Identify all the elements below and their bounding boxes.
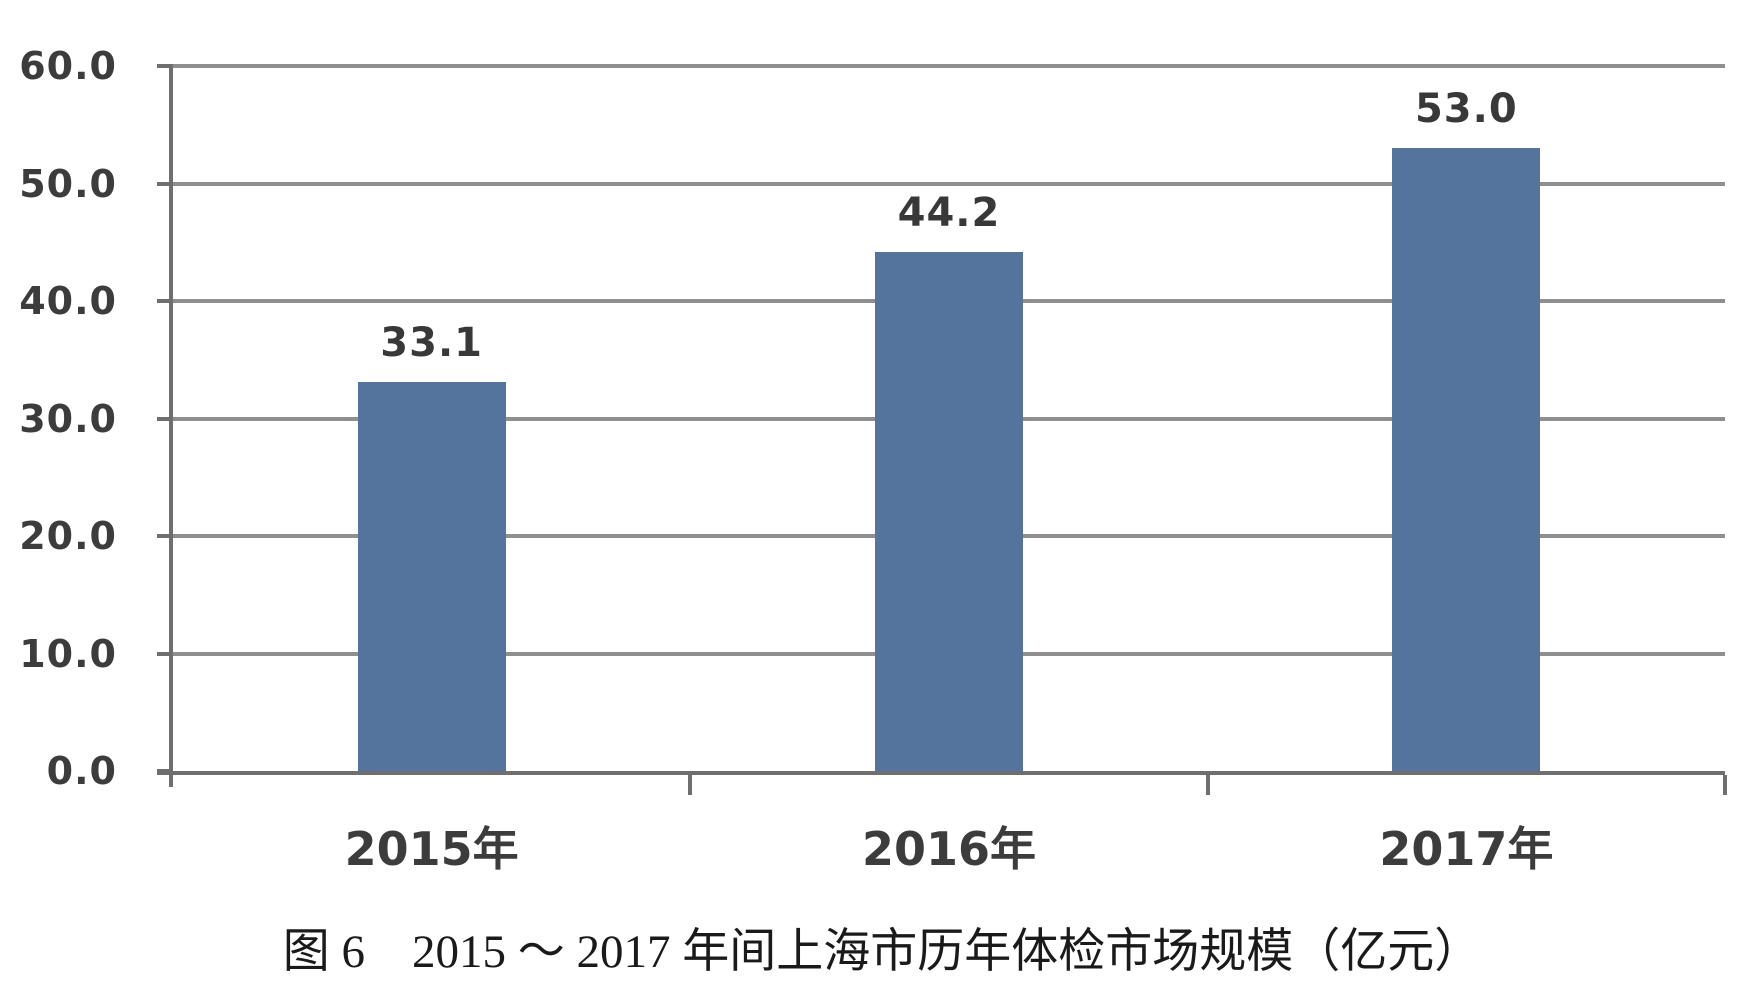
y-tick-0.0: [157, 769, 173, 773]
gridline-60.0: [173, 64, 1725, 68]
figure-caption: 图 6 2015 ～ 2017 年间上海市历年体检市场规模（亿元）: [282, 926, 1482, 978]
x-axis-line: [157, 771, 1725, 775]
y-axis-line: [169, 66, 173, 787]
y-tick-40.0: [157, 299, 173, 303]
x-tick: [688, 775, 693, 795]
y-axis-label: 30.0: [19, 396, 117, 441]
y-tick-60.0: [157, 64, 173, 68]
bar-value-label: 44.2: [897, 190, 1001, 236]
bar-2015年: [357, 382, 506, 771]
bar-2017年: [1392, 148, 1541, 771]
x-tick: [1205, 775, 1210, 795]
x-axis-label: 2017年: [1379, 822, 1554, 876]
y-axis-label: 20.0: [19, 514, 117, 558]
bar-value-label: 33.1: [380, 320, 483, 366]
y-axis-label: 0.0: [46, 749, 117, 793]
x-tick: [1723, 775, 1727, 795]
x-axis-label: 2015年: [344, 822, 519, 876]
y-axis-label: 40.0: [19, 279, 117, 323]
gridline-50.0: [173, 181, 1725, 186]
bar-2016年: [875, 252, 1023, 771]
y-tick-30.0: [157, 416, 173, 421]
bar-value-label: 53.0: [1414, 86, 1518, 132]
y-tick-10.0: [157, 651, 173, 656]
y-tick-20.0: [157, 534, 173, 538]
plot-area: 0.0 10.0 20.0 30.0 40.0 50.0 60.0 33.1 2015年 44.2…: [19, 44, 1727, 876]
y-tick-50.0: [157, 181, 173, 186]
y-axis-label: 50.0: [19, 161, 117, 206]
y-axis-label: 10.0: [19, 631, 117, 676]
x-axis-label: 2016年: [861, 822, 1037, 876]
y-axis-label: 60.0: [19, 44, 117, 88]
